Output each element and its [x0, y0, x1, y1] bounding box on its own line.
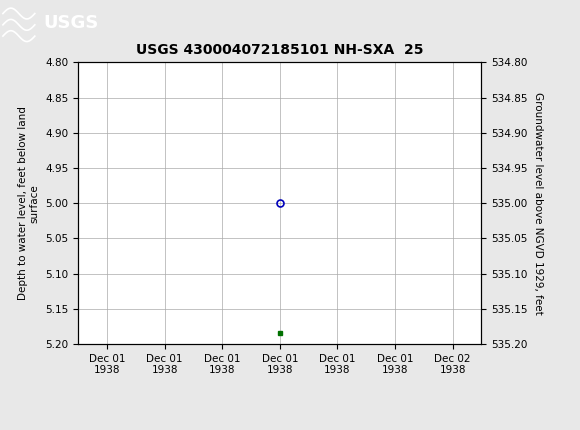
Text: USGS: USGS — [44, 14, 99, 31]
Title: USGS 430004072185101 NH-SXA  25: USGS 430004072185101 NH-SXA 25 — [136, 43, 423, 57]
Y-axis label: Groundwater level above NGVD 1929, feet: Groundwater level above NGVD 1929, feet — [533, 92, 543, 315]
Y-axis label: Depth to water level, feet below land
surface: Depth to water level, feet below land su… — [18, 106, 40, 300]
